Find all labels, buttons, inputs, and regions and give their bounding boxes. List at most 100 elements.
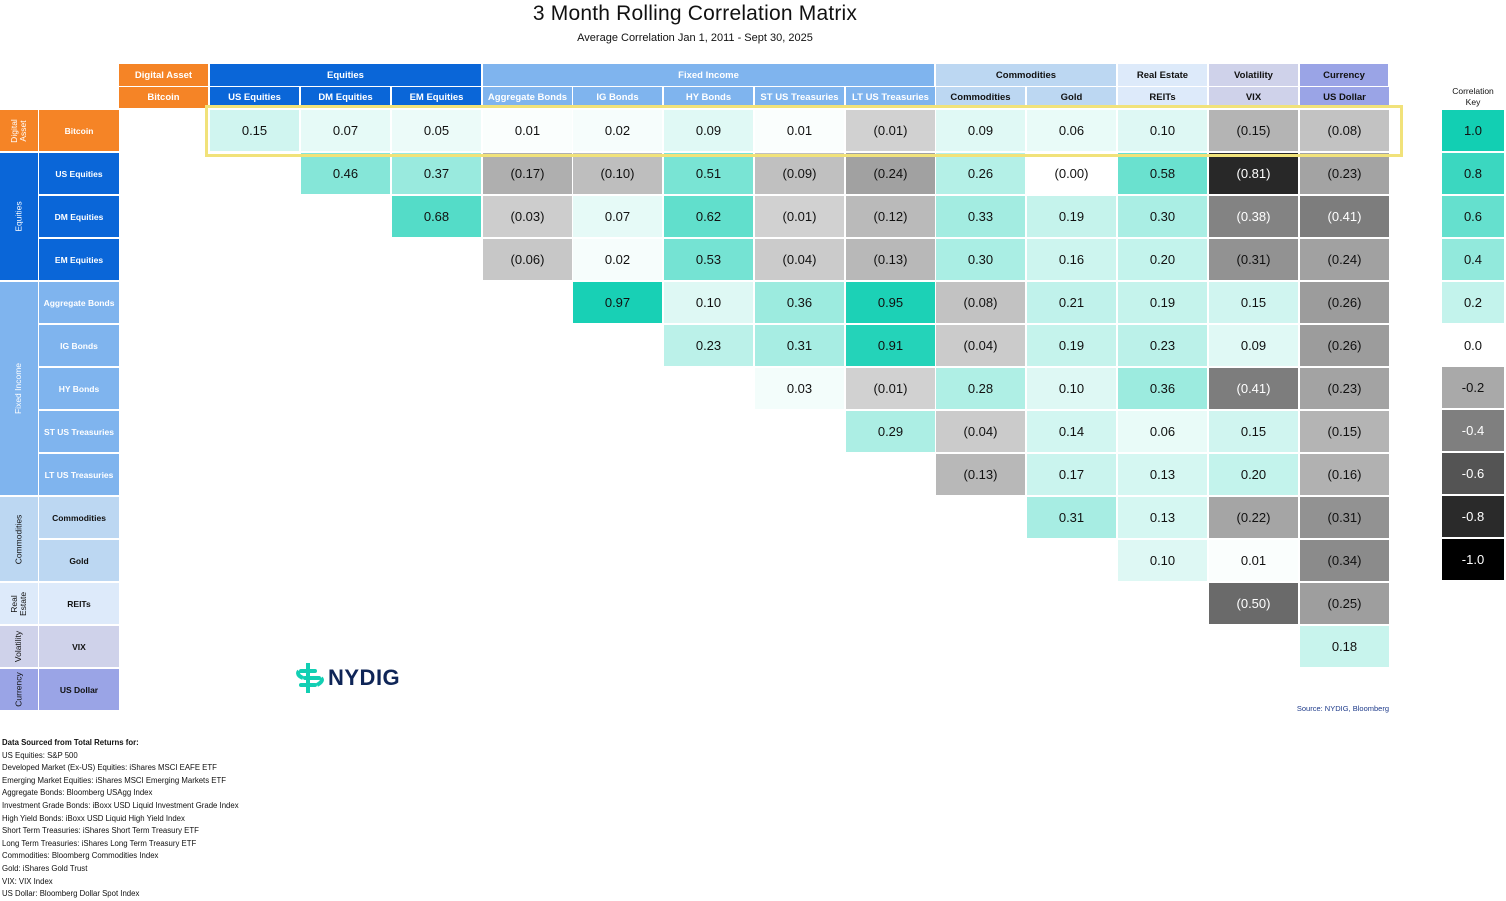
column-group-header: Equities	[210, 64, 482, 86]
matrix-cell: 0.46	[301, 153, 391, 195]
matrix-cell: (0.22)	[1209, 497, 1299, 539]
matrix-cell: 0.06	[1118, 411, 1208, 453]
row-group-label: Fixed Income	[13, 362, 24, 415]
matrix-cell: 0.17	[1027, 454, 1117, 496]
matrix-cell: 0.10	[1027, 368, 1117, 410]
matrix-cell: 0.95	[846, 282, 936, 324]
column-header: Commodities	[936, 87, 1026, 108]
matrix-cell: (0.31)	[1209, 239, 1299, 281]
key-swatch: -0.2	[1442, 367, 1504, 409]
note-line: Commodities: Bloomberg Commodities Index	[2, 851, 159, 861]
row-header: Gold	[39, 540, 119, 582]
row-group-label: Commodities	[13, 514, 24, 564]
matrix-cell: 0.30	[936, 239, 1026, 281]
column-group-header: Currency	[1300, 64, 1389, 86]
matrix-cell: 0.33	[936, 196, 1026, 238]
column-header: Aggregate Bonds	[483, 87, 573, 108]
row-header: VIX	[39, 626, 119, 668]
matrix-cell: 0.01	[1209, 540, 1299, 582]
row-group-header: Real Estate	[0, 583, 38, 625]
column-header: DM Equities	[301, 87, 391, 108]
chart-subtitle: Average Correlation Jan 1, 2011 - Sept 3…	[577, 32, 813, 44]
row-header: REITs	[39, 583, 119, 625]
matrix-cell: (0.10)	[573, 153, 663, 195]
matrix-cell: (0.15)	[1300, 411, 1390, 453]
data-sources-notes: Data Sourced from Total Returns for: US E…	[2, 737, 239, 901]
note-line: Short Term Treasuries: iShares Short Ter…	[2, 826, 199, 836]
matrix-cell: 0.23	[664, 325, 754, 367]
note-line: Emerging Market Equities: iShares MSCI E…	[2, 775, 227, 785]
column-group-header: Real Estate	[1118, 64, 1208, 86]
note-line: Gold: iShares Gold Trust	[2, 863, 88, 873]
matrix-cell: (0.81)	[1209, 153, 1299, 195]
column-group-header: Digital Asset	[119, 64, 209, 86]
matrix-cell: 0.02	[573, 239, 663, 281]
matrix-cell: 0.58	[1118, 153, 1208, 195]
matrix-cell: 0.62	[664, 196, 754, 238]
matrix-cell: (0.03)	[483, 196, 573, 238]
matrix-cell: 0.10	[664, 282, 754, 324]
matrix-cell: 0.28	[936, 368, 1026, 410]
row-group-header: Fixed Income	[0, 282, 38, 496]
correlation-key-title: Correlation Key	[1452, 86, 1494, 107]
key-swatch: 0.2	[1442, 282, 1504, 324]
row-group-label: Digital Asset	[9, 118, 28, 143]
matrix-cell: 0.15	[210, 110, 300, 152]
matrix-cell: (0.09)	[755, 153, 845, 195]
matrix-cell: 0.30	[1118, 196, 1208, 238]
row-group-header: Digital Asset	[0, 110, 38, 152]
matrix-cell: (0.15)	[1209, 110, 1299, 152]
matrix-cell: 0.31	[1027, 497, 1117, 539]
matrix-cell: 0.26	[936, 153, 1026, 195]
row-header: US Dollar	[39, 669, 119, 711]
key-swatch: 1.0	[1442, 110, 1504, 152]
row-group-label: Currency	[13, 672, 24, 707]
matrix-cell: (0.23)	[1300, 153, 1390, 195]
matrix-cell: 0.01	[483, 110, 573, 152]
matrix-cell: 0.29	[846, 411, 936, 453]
key-swatch: -0.8	[1442, 496, 1504, 538]
matrix-cell: 0.07	[301, 110, 391, 152]
note-line: Investment Grade Bonds: iBoxx USD Liquid…	[2, 800, 239, 810]
matrix-cell: 0.01	[755, 110, 845, 152]
matrix-cell: 0.13	[1118, 454, 1208, 496]
matrix-cell: 0.20	[1209, 454, 1299, 496]
note-line: Long Term Treasuries: iShares Long Term …	[2, 838, 197, 848]
matrix-cell: (0.41)	[1300, 196, 1390, 238]
matrix-cell: 0.51	[664, 153, 754, 195]
matrix-cell: 0.53	[664, 239, 754, 281]
row-group-label: Equities	[13, 201, 24, 232]
row-header: Commodities	[39, 497, 119, 539]
matrix-cell: (0.08)	[1300, 110, 1390, 152]
matrix-cell: (0.25)	[1300, 583, 1390, 625]
note-line: Developed Market (Ex-US) Equities: iShar…	[2, 763, 217, 773]
matrix-cell: 0.36	[755, 282, 845, 324]
key-swatch: -0.4	[1442, 410, 1504, 452]
row-header: IG Bonds	[39, 325, 119, 367]
matrix-cell: 0.16	[1027, 239, 1117, 281]
matrix-cell: 0.14	[1027, 411, 1117, 453]
note-line: Aggregate Bonds: Bloomberg USAgg Index	[2, 788, 153, 798]
column-header: US Equities	[210, 87, 300, 108]
matrix-cell: (0.24)	[1300, 239, 1390, 281]
column-group-header: Volatility	[1209, 64, 1299, 86]
source-note: Source: NYDIG, Bloomberg	[1296, 704, 1389, 713]
row-group-header: Currency	[0, 669, 38, 711]
matrix-cell: 0.21	[1027, 282, 1117, 324]
note-line: Data Sourced from Total Returns for:	[2, 738, 139, 747]
column-header: HY Bonds	[664, 87, 754, 108]
row-header: EM Equities	[39, 239, 119, 281]
matrix-cell: 0.09	[936, 110, 1026, 152]
matrix-cell: 0.18	[1300, 626, 1390, 668]
matrix-cell: (0.38)	[1209, 196, 1299, 238]
matrix-cell: (0.34)	[1300, 540, 1390, 582]
note-line: US Dollar: Bloomberg Dollar Spot Index	[2, 889, 140, 899]
matrix-cell: (0.17)	[483, 153, 573, 195]
key-swatch: 0.4	[1442, 239, 1504, 281]
matrix-cell: 0.31	[755, 325, 845, 367]
matrix-cell: (0.13)	[936, 454, 1026, 496]
matrix-cell: 0.68	[392, 196, 482, 238]
matrix-cell: 0.19	[1118, 282, 1208, 324]
matrix-cell: 0.07	[573, 196, 663, 238]
column-header: VIX	[1209, 87, 1299, 108]
